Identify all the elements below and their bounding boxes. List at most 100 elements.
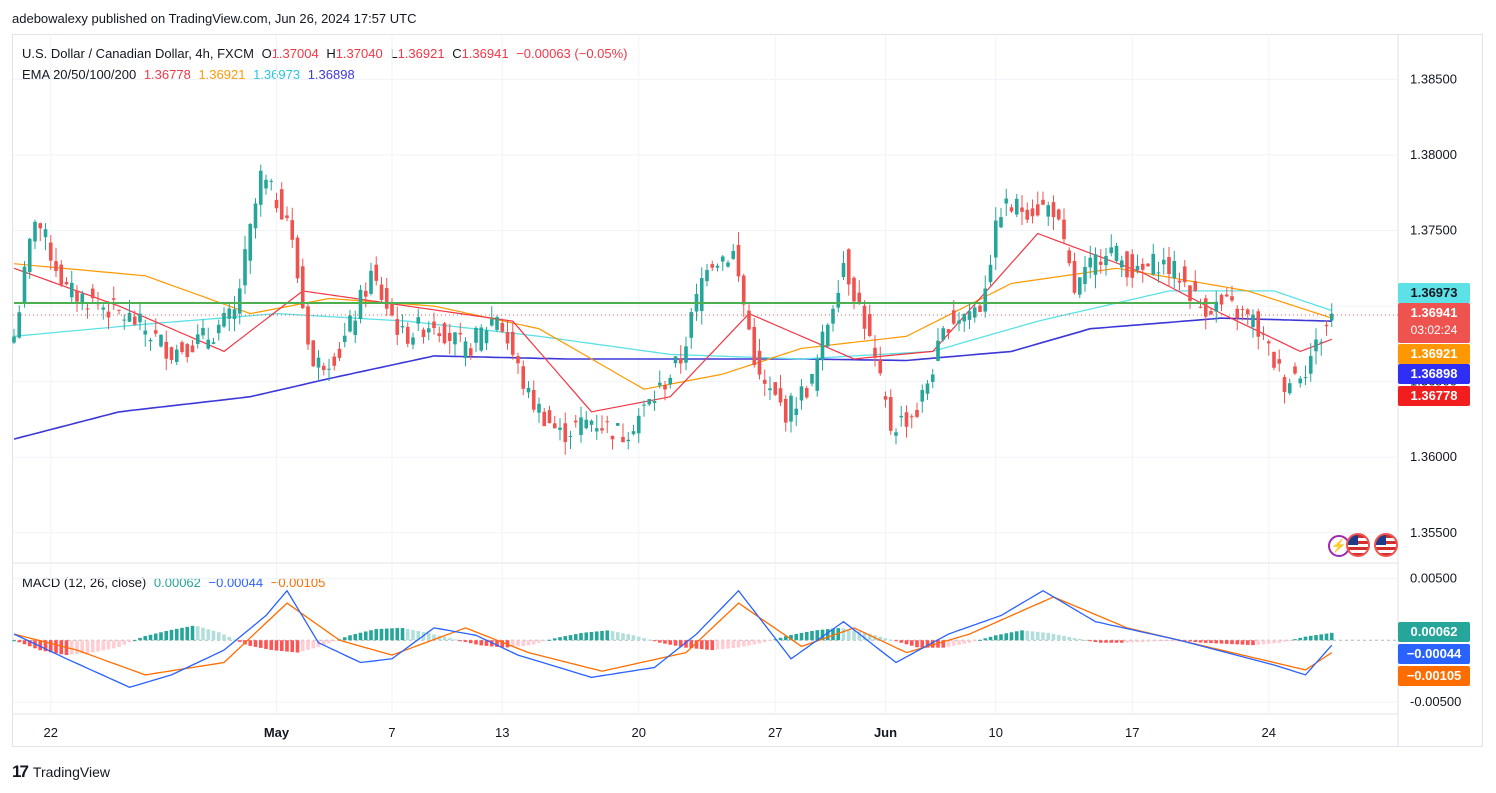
- macd-hist-bar: [122, 640, 127, 645]
- candle-body: [521, 366, 526, 389]
- macd-hist-bar: [48, 640, 53, 653]
- candle-body: [27, 238, 32, 273]
- candle-body: [783, 398, 788, 423]
- candle-body: [542, 411, 547, 427]
- macd-hist-bar: [96, 640, 100, 652]
- candle-body: [657, 382, 662, 386]
- macd-hist-bar: [584, 632, 589, 641]
- macd-hist-bar: [101, 640, 106, 651]
- candle-body: [978, 305, 982, 312]
- macd-hist-bar: [332, 640, 337, 642]
- candle-body: [1245, 309, 1250, 315]
- candle-body: [636, 415, 641, 434]
- macd-hist-bar: [463, 640, 468, 642]
- macd-hist-bar: [117, 640, 121, 647]
- macd-hist-bar: [563, 636, 568, 641]
- candle-body: [537, 403, 541, 413]
- macd-hist-bar: [610, 631, 615, 641]
- ema20-line: [13, 232, 1333, 413]
- macd-hist-bar: [138, 637, 142, 641]
- macd-hist-bar: [363, 631, 368, 641]
- macd-hist-bar: [1230, 640, 1234, 645]
- macd-hist-bar: [684, 640, 688, 648]
- candle-body: [710, 264, 715, 268]
- candle-body: [316, 357, 321, 368]
- macd-hist-bar: [500, 640, 505, 648]
- candle-body: [899, 415, 904, 418]
- macd-hist-bar: [867, 633, 872, 641]
- candle-body: [458, 332, 463, 335]
- macd-hist-bar: [311, 640, 316, 649]
- candle-body: [232, 309, 237, 320]
- candle-body: [957, 320, 961, 324]
- macd-hist-bar: [201, 627, 205, 641]
- time-tick-label: May: [264, 725, 290, 740]
- macd-hist-bar: [1167, 640, 1171, 642]
- candle-body: [479, 327, 484, 351]
- candle-body: [1161, 259, 1166, 265]
- candle-body: [1077, 277, 1082, 295]
- candle-body: [132, 316, 137, 325]
- candle-body: [43, 229, 48, 238]
- candle-body: [962, 313, 967, 322]
- time-tick-label: 10: [989, 725, 1003, 740]
- candle-body: [489, 319, 494, 326]
- candle-body: [668, 377, 673, 385]
- candle-body: [33, 221, 37, 242]
- candle-body: [689, 312, 694, 338]
- macd-hist-bar: [789, 634, 793, 641]
- macd-hist-bar: [1098, 640, 1103, 643]
- macd-hist-bar: [715, 640, 720, 650]
- candle-body: [290, 220, 295, 240]
- macd-hist-bar: [1046, 632, 1051, 641]
- macd-hist-bar: [516, 640, 520, 647]
- candle-body: [1035, 204, 1040, 216]
- macd-hist-bar: [878, 636, 883, 641]
- macd-hist-bar: [1319, 634, 1324, 641]
- candle-body: [731, 250, 736, 259]
- macd-hist-bar: [1140, 640, 1145, 642]
- current-price-badge: 1.36941 03:02:24: [1398, 303, 1470, 343]
- macd-hist-bar: [69, 640, 74, 655]
- candle-body: [741, 275, 746, 305]
- macd-hist-bar: [1308, 635, 1313, 641]
- macd-hist-bar: [983, 638, 988, 641]
- bar-countdown: 03:02:24: [1410, 323, 1458, 337]
- candle-body: [558, 427, 562, 430]
- candle-body: [321, 365, 326, 371]
- macd-hist-bar: [1298, 637, 1303, 641]
- macd-hist-bar: [810, 630, 814, 641]
- events-icons[interactable]: ⚡: [1328, 533, 1398, 559]
- macd-hist-bar: [946, 640, 951, 647]
- macd-hist-bar: [1314, 635, 1318, 641]
- macd-hist-bar: [1056, 634, 1061, 641]
- legend-row-symbol[interactable]: U.S. Dollar / Canadian Dollar, 4h, FXCM …: [22, 46, 628, 62]
- candle-body: [416, 317, 421, 324]
- candle-body: [1293, 366, 1297, 374]
- us-flag-event-icon-2[interactable]: [1374, 533, 1398, 557]
- macd-tick-label: 0.00500: [1410, 570, 1457, 585]
- candle-body: [1308, 355, 1313, 374]
- candle-body: [1004, 198, 1009, 204]
- tradingview-logo[interactable]: 17 TradingView: [12, 762, 110, 782]
- candle-body: [1177, 280, 1182, 283]
- macd-hist-bar: [1182, 640, 1187, 642]
- macd-hist-bar: [22, 640, 27, 645]
- macd-hist-bar: [316, 640, 321, 647]
- candle-body: [815, 358, 820, 391]
- macd-hist-bar: [248, 640, 253, 646]
- macd-hist-bar: [894, 640, 898, 642]
- macd-hist-bar: [1051, 633, 1056, 641]
- candle-body: [400, 326, 405, 328]
- macd-hist-bar: [526, 640, 531, 646]
- candle-body: [1130, 254, 1135, 278]
- candle-body: [789, 395, 793, 422]
- candle-body: [59, 264, 64, 285]
- macd-hist-bar: [799, 632, 804, 641]
- macd-hist-bar: [54, 640, 58, 654]
- macd-hist-bar: [841, 628, 846, 641]
- us-flag-event-icon[interactable]: [1346, 533, 1370, 557]
- candle-body: [663, 384, 667, 390]
- macd-hist-bar: [274, 640, 279, 651]
